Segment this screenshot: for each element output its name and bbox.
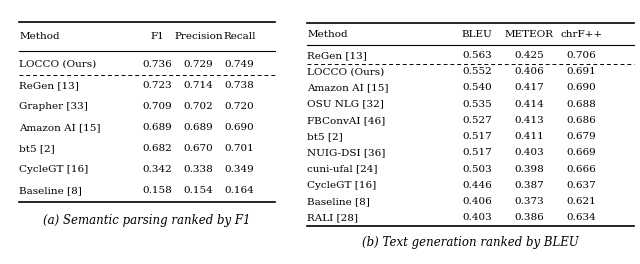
Text: Amazon AI [15]: Amazon AI [15]	[19, 123, 100, 132]
Text: Method: Method	[19, 32, 60, 41]
Text: 0.154: 0.154	[184, 186, 213, 195]
Text: 0.503: 0.503	[462, 164, 492, 174]
Text: 0.338: 0.338	[184, 165, 213, 174]
Text: METEOR: METEOR	[505, 30, 554, 39]
Text: LOCCO (Ours): LOCCO (Ours)	[307, 67, 385, 76]
Text: 0.414: 0.414	[515, 100, 544, 109]
Text: 0.517: 0.517	[462, 132, 492, 141]
Text: CycleGT [16]: CycleGT [16]	[19, 165, 88, 174]
Text: 0.387: 0.387	[515, 181, 544, 190]
Text: bt5 [2]: bt5 [2]	[307, 132, 343, 141]
Text: 0.682: 0.682	[143, 144, 172, 153]
Text: 0.342: 0.342	[143, 165, 172, 174]
Text: RALI [28]: RALI [28]	[307, 213, 358, 222]
Text: 0.709: 0.709	[143, 102, 172, 111]
Text: 0.425: 0.425	[515, 51, 544, 60]
Text: LOCCO (Ours): LOCCO (Ours)	[19, 60, 97, 69]
Text: 0.403: 0.403	[515, 148, 544, 157]
Text: 0.670: 0.670	[184, 144, 213, 153]
Text: 0.749: 0.749	[225, 60, 254, 69]
Text: 0.527: 0.527	[462, 116, 492, 125]
Text: 0.736: 0.736	[143, 60, 172, 69]
Text: 0.411: 0.411	[515, 132, 544, 141]
Text: 0.621: 0.621	[566, 197, 596, 206]
Text: 0.373: 0.373	[515, 197, 544, 206]
Text: Baseline [8]: Baseline [8]	[19, 186, 82, 195]
Text: Amazon AI [15]: Amazon AI [15]	[307, 83, 388, 92]
Text: 0.634: 0.634	[566, 213, 596, 222]
Text: F1: F1	[150, 32, 164, 41]
Text: FBConvAI [46]: FBConvAI [46]	[307, 116, 385, 125]
Text: (a) Semantic parsing ranked by F1: (a) Semantic parsing ranked by F1	[44, 214, 251, 227]
Text: 0.689: 0.689	[184, 123, 213, 132]
Text: 0.398: 0.398	[515, 164, 544, 174]
Text: 0.164: 0.164	[225, 186, 254, 195]
Text: 0.349: 0.349	[225, 165, 254, 174]
Text: Method: Method	[307, 30, 348, 39]
Text: 0.689: 0.689	[143, 123, 172, 132]
Text: Recall: Recall	[223, 32, 255, 41]
Text: 0.701: 0.701	[225, 144, 254, 153]
Text: 0.706: 0.706	[566, 51, 596, 60]
Text: 0.723: 0.723	[143, 81, 172, 90]
Text: 0.517: 0.517	[462, 148, 492, 157]
Text: CycleGT [16]: CycleGT [16]	[307, 181, 376, 190]
Text: 0.686: 0.686	[566, 116, 596, 125]
Text: 0.446: 0.446	[462, 181, 492, 190]
Text: cuni-ufal [24]: cuni-ufal [24]	[307, 164, 378, 174]
Text: 0.406: 0.406	[462, 197, 492, 206]
Text: 0.637: 0.637	[566, 181, 596, 190]
Text: 0.738: 0.738	[225, 81, 254, 90]
Text: 0.691: 0.691	[566, 67, 596, 76]
Text: 0.417: 0.417	[515, 83, 544, 92]
Text: 0.669: 0.669	[566, 148, 596, 157]
Text: 0.688: 0.688	[566, 100, 596, 109]
Text: 0.666: 0.666	[566, 164, 596, 174]
Text: NUIG-DSI [36]: NUIG-DSI [36]	[307, 148, 385, 157]
Text: bt5 [2]: bt5 [2]	[19, 144, 55, 153]
Text: Grapher [33]: Grapher [33]	[19, 102, 88, 111]
Text: Baseline [8]: Baseline [8]	[307, 197, 370, 206]
Text: 0.406: 0.406	[515, 67, 544, 76]
Text: 0.690: 0.690	[566, 83, 596, 92]
Text: 0.158: 0.158	[143, 186, 172, 195]
Text: 0.413: 0.413	[515, 116, 544, 125]
Text: OSU NLG [32]: OSU NLG [32]	[307, 100, 384, 109]
Text: 0.403: 0.403	[462, 213, 492, 222]
Text: chrF++: chrF++	[560, 30, 602, 39]
Text: 0.535: 0.535	[462, 100, 492, 109]
Text: BLEU: BLEU	[461, 30, 492, 39]
Text: (b) Text generation ranked by BLEU: (b) Text generation ranked by BLEU	[362, 236, 579, 249]
Text: Precision: Precision	[174, 32, 223, 41]
Text: 0.679: 0.679	[566, 132, 596, 141]
Text: 0.386: 0.386	[515, 213, 544, 222]
Text: ReGen [13]: ReGen [13]	[307, 51, 367, 60]
Text: 0.729: 0.729	[184, 60, 213, 69]
Text: 0.702: 0.702	[184, 102, 213, 111]
Text: 0.552: 0.552	[462, 67, 492, 76]
Text: 0.714: 0.714	[184, 81, 213, 90]
Text: ReGen [13]: ReGen [13]	[19, 81, 79, 90]
Text: 0.563: 0.563	[462, 51, 492, 60]
Text: 0.690: 0.690	[225, 123, 254, 132]
Text: 0.540: 0.540	[462, 83, 492, 92]
Text: 0.720: 0.720	[225, 102, 254, 111]
